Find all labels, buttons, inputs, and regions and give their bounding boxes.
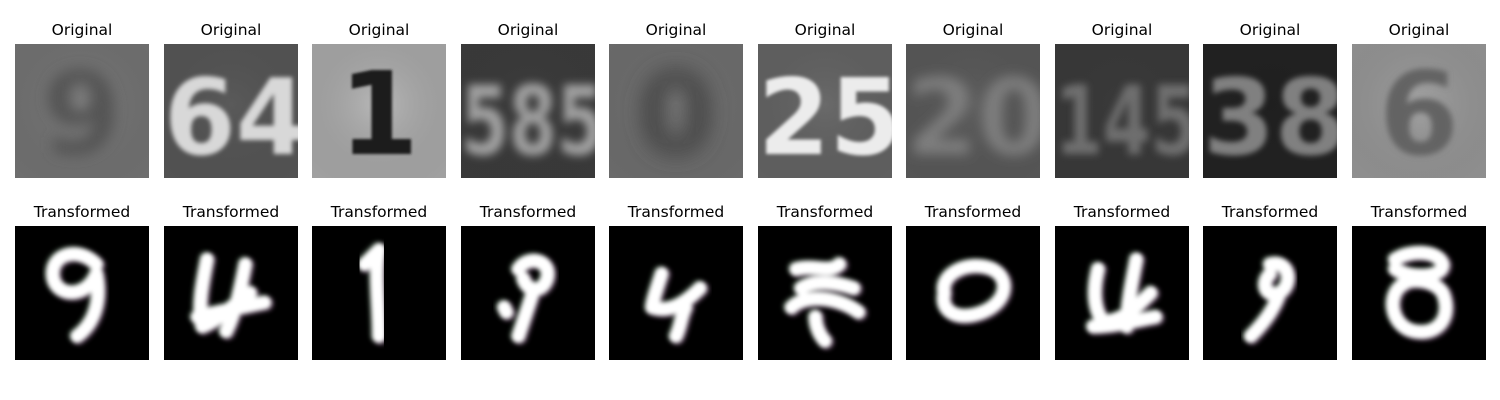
transformed-image (15, 226, 149, 360)
digit-glyph: 20 (906, 56, 1040, 178)
digit-stroke (1084, 250, 1166, 336)
original-image: 6 (1352, 44, 1486, 178)
digit-stroke (642, 265, 710, 346)
original-image: 9 (15, 44, 149, 178)
digit-glyph: 9 (42, 48, 122, 178)
original-label: Original (1091, 21, 1153, 39)
original-image: 25 (758, 44, 892, 178)
original-label: Original (794, 21, 856, 39)
digit-glyph: 64 (164, 56, 298, 178)
digit-stroke (782, 255, 869, 350)
transformed-label: Transformed (330, 203, 428, 221)
original-label: Original (645, 21, 707, 39)
transformed-image (164, 226, 298, 360)
digit-stroke (43, 245, 108, 346)
transformed-image (312, 226, 446, 360)
original-image: 64 (164, 44, 298, 178)
original-label: Original (1388, 21, 1450, 39)
transformed-image (1055, 226, 1189, 360)
transformed-image (758, 226, 892, 360)
original-image: 145 (1055, 44, 1189, 178)
transformed-image (609, 226, 743, 360)
original-label: Original (497, 21, 559, 39)
transformed-label: Transformed (627, 203, 725, 221)
original-label: Original (51, 21, 113, 39)
digit-stroke (494, 252, 558, 346)
original-label: Original (200, 21, 262, 39)
original-image: 38 (1203, 44, 1337, 178)
transformed-label: Transformed (776, 203, 874, 221)
original-image: 1 (312, 44, 446, 178)
transformed-label: Transformed (479, 203, 577, 221)
transformed-label: Transformed (1073, 203, 1171, 221)
digit-glyph: 585 (461, 65, 595, 177)
transformed-image (1203, 226, 1337, 360)
digit-stroke (1383, 244, 1456, 342)
original-label: Original (1239, 21, 1301, 39)
digit-glyph: 6 (1379, 48, 1459, 178)
digit-glyph: 0 (636, 48, 716, 178)
digit-stroke (355, 241, 389, 346)
transformed-image (1352, 226, 1486, 360)
original-image: 585 (461, 44, 595, 178)
digit-glyph: 38 (1203, 56, 1337, 178)
digit-glyph: 1 (339, 48, 419, 178)
original-label: Original (942, 21, 1004, 39)
digit-glyph: 25 (758, 56, 892, 178)
original-image: 0 (609, 44, 743, 178)
digit-glyph: 145 (1055, 65, 1189, 177)
transformed-label: Transformed (924, 203, 1022, 221)
transformed-image (461, 226, 595, 360)
digit-stroke (934, 257, 1014, 325)
transformed-label: Transformed (1221, 203, 1319, 221)
digit-stroke (1241, 255, 1298, 346)
transformed-label: Transformed (182, 203, 280, 221)
digit-stroke (188, 250, 275, 341)
original-image: 20 (906, 44, 1040, 178)
transformed-image (906, 226, 1040, 360)
transformed-label: Transformed (1370, 203, 1468, 221)
original-label: Original (348, 21, 410, 39)
transformed-label: Transformed (33, 203, 131, 221)
